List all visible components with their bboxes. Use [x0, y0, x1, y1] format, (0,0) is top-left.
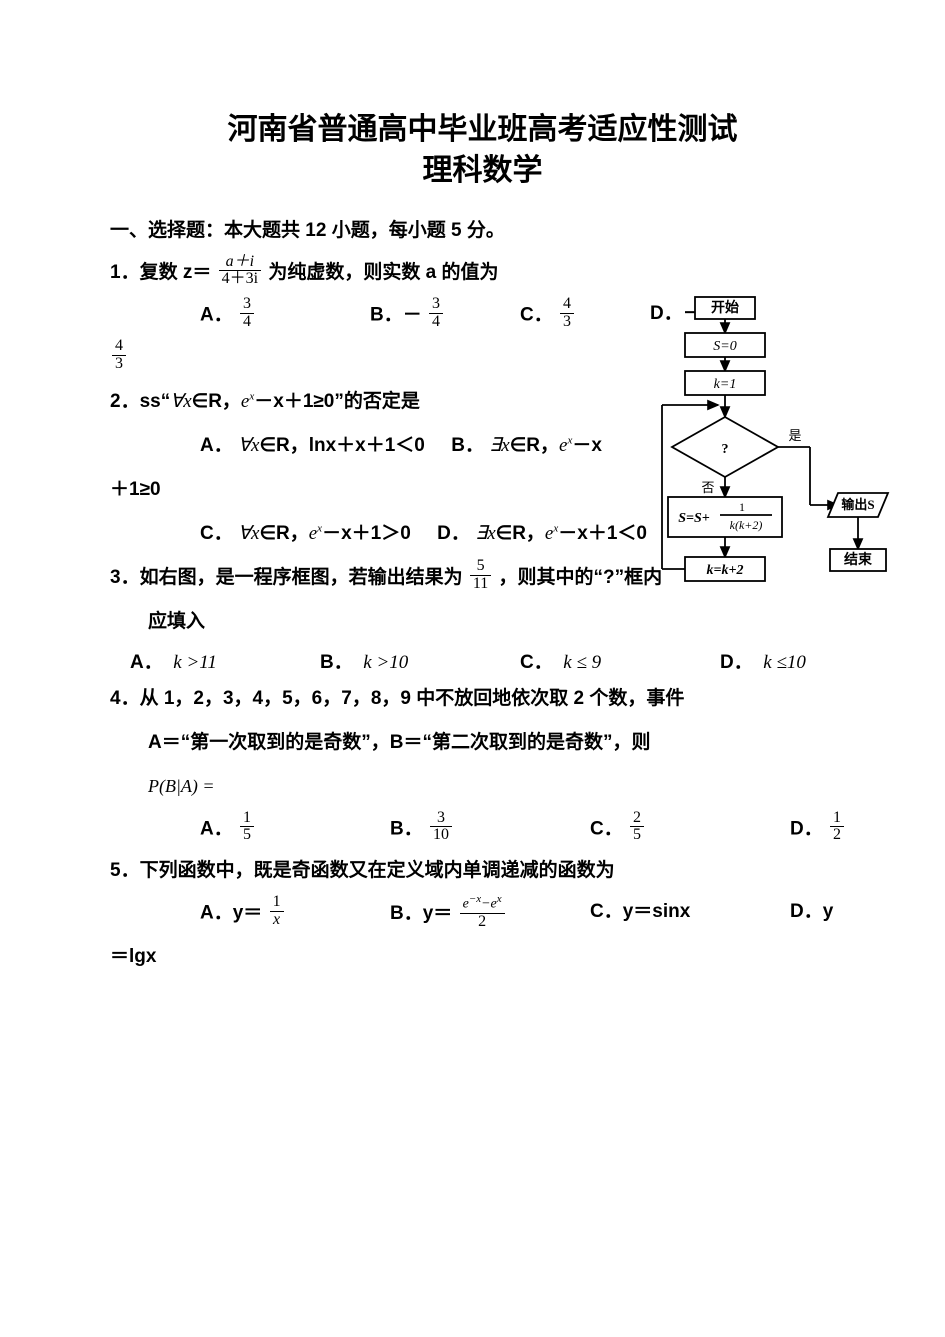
q5-optB: B．y＝ e−x−ex2: [390, 896, 590, 932]
q1-stem-prefix: 1．复数 z＝: [110, 262, 211, 283]
q5-optA: A．y＝ 1x: [200, 896, 390, 932]
title-block: 河南省普通高中毕业班高考适应性测试 理科数学: [110, 110, 855, 191]
q4-cond: P(B|A) =: [110, 768, 855, 806]
q1-stem-suffix: 为纯虚数，则实数 a 的值为: [268, 262, 498, 283]
svg-text:是: 是: [788, 428, 801, 443]
title-line-2: 理科数学: [110, 151, 855, 192]
q1-stem: 1．复数 z＝ a＋i 4＋3i 为纯虚数，则实数 a 的值为: [110, 254, 855, 292]
q5-optD: D．y: [790, 896, 833, 932]
svg-text:否: 否: [701, 480, 714, 495]
q4-stem-l2: A＝“第一次取到的是奇数”，B＝“第二次取到的是奇数”，则: [110, 724, 855, 762]
svg-text:输出S: 输出S: [841, 497, 874, 512]
svg-text:k=1: k=1: [714, 377, 737, 392]
svg-text:k(k+2): k(k+2): [730, 518, 763, 532]
title-line-1: 河南省普通高中毕业班高考适应性测试: [110, 110, 855, 151]
svg-text:1: 1: [739, 500, 745, 514]
q5-options: A．y＝ 1x B．y＝ e−x−ex2 C．y＝sinx D．y: [110, 896, 855, 932]
q5-stem: 5．下列函数中，既是奇函数又在定义域内单调递减的函数为: [110, 852, 855, 890]
svg-text:?: ?: [722, 442, 729, 457]
q1-optA: A． 34: [200, 298, 370, 333]
svg-text:开始: 开始: [711, 299, 739, 316]
q1-optC: C． 43: [520, 298, 650, 333]
q1-z-frac: a＋i 4＋3i: [219, 254, 261, 289]
svg-text:k=k+2: k=k+2: [707, 563, 744, 578]
section-heading: 一、选择题：本大题共 12 小题，每小题 5 分。: [110, 215, 855, 242]
q1-optB: B．－ 34: [370, 298, 520, 333]
q5-trail: ＝lgx: [110, 938, 855, 976]
svg-text:S=0: S=0: [713, 339, 736, 354]
q3-optA: A． k >11: [130, 647, 320, 674]
flowchart-diagram: 开始 S=0 k=1 ? 是 输出S 结束 否 S=S+ 1 k(: [660, 295, 890, 665]
svg-text:S=S+: S=S+: [678, 511, 710, 526]
q4-optA: A． 15: [200, 812, 390, 847]
q3-optB: B． k >10: [320, 647, 520, 674]
q5-optC: C．y＝sinx: [590, 896, 790, 932]
q4-optD: D． 12: [790, 812, 846, 847]
q4-options: A． 15 B． 310 C． 25 D． 12: [110, 812, 855, 847]
svg-text:结束: 结束: [844, 551, 873, 568]
q4-optC: C． 25: [590, 812, 790, 847]
q4-stem-l1: 4．从 1，2，3，4，5，6，7，8，9 中不放回地依次取 2 个数，事件: [110, 680, 855, 718]
q4-optB: B． 310: [390, 812, 590, 847]
